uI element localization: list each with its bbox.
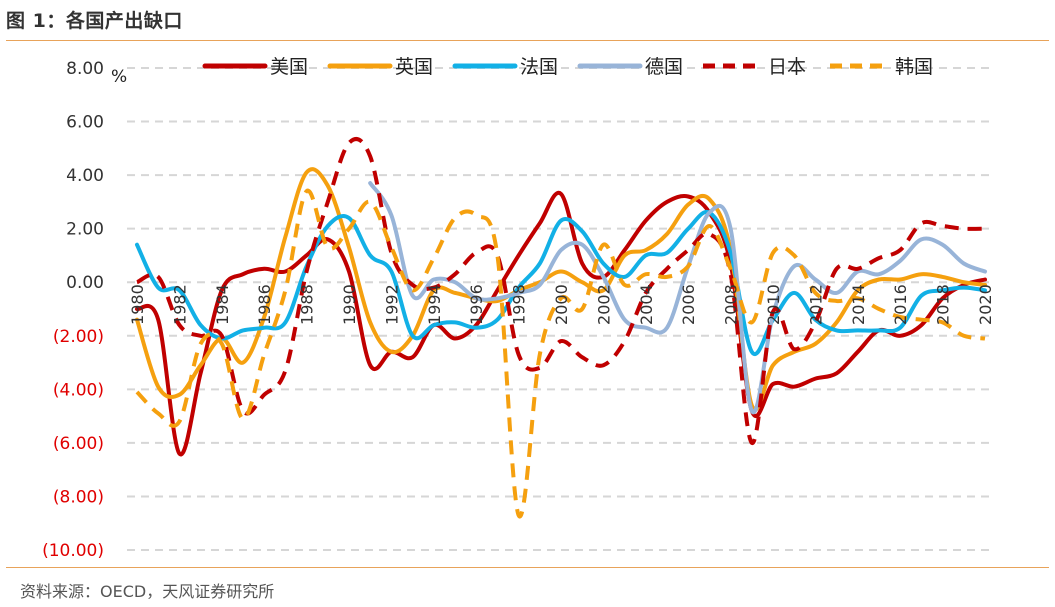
x-tick-label: 2014 [849,284,868,325]
legend-label-germany: 德国 [645,56,683,78]
y-tick-label: (4.00) [53,380,104,400]
x-tick-label: 2016 [891,284,910,325]
legend-label-korea: 韩国 [895,56,933,78]
y-tick-label: 2.00 [66,220,104,240]
y-tick-label: (10.00) [42,541,104,561]
legend-label-uk: 英国 [395,56,433,78]
x-tick-label: 1982 [170,284,189,325]
x-tick-label: 1994 [425,284,444,325]
legend-label-us: 美国 [270,56,308,78]
source-note: 资料来源：OECD，天风证券研究所 [20,582,275,601]
y-tick-label: 0.00 [66,273,104,293]
y-tick-label: (8.00) [53,487,104,507]
x-tick-label: 1980 [128,284,147,325]
x-tick-label: 1992 [382,284,401,325]
legend-label-france: 法国 [520,56,558,78]
figure-title: 图 1：各国产出缺口 [6,10,183,32]
x-tick-label: 2000 [552,284,571,325]
y-tick-label: (2.00) [53,327,104,347]
x-tick-label: 1996 [467,284,486,325]
x-tick-label: 1986 [255,284,274,325]
x-axis-labels: 1980 1982 1984 1986 1988 1990 1992 1994 1996 1998… [128,284,995,325]
series-line-us [135,190,987,457]
y-tick-label: 6.00 [66,113,104,133]
x-tick-label: 2012 [806,284,825,325]
x-tick-label: 2010 [764,284,783,325]
y-tick-label: (6.00) [53,434,104,454]
x-tick-label: 2004 [637,284,656,325]
x-tick-label: 2018 [934,284,953,325]
x-tick-label: 1998 [510,284,529,325]
bottom-rule [6,567,1049,568]
legend-label-japan: 日本 [768,56,806,78]
legend: 美国 英国 法国 德国 日本 韩国 [202,56,933,78]
x-tick-label: 1988 [298,284,317,325]
x-tick-label: 1984 [213,284,232,325]
series-line-korea [135,189,986,519]
x-tick-label: 2008 [722,284,741,325]
series-lines [135,137,987,519]
y-tick-label: 8.00 [66,59,104,79]
x-tick-label: 2002 [594,284,613,325]
y-axis-labels: 8.00 6.00 4.00 2.00 0.00 (2.00) (4.00) (6.00) (8… [42,59,104,561]
series-line-uk [135,167,987,412]
x-tick-label: 2020 [976,284,995,325]
y-tick-label: 4.00 [66,166,104,186]
series-line-france [135,209,987,357]
series-line-japan [136,137,986,445]
top-rule [6,40,1049,41]
x-tick-label: 2006 [679,284,698,325]
x-tick-label: 1990 [340,284,359,325]
y-axis-unit: % [111,67,127,87]
